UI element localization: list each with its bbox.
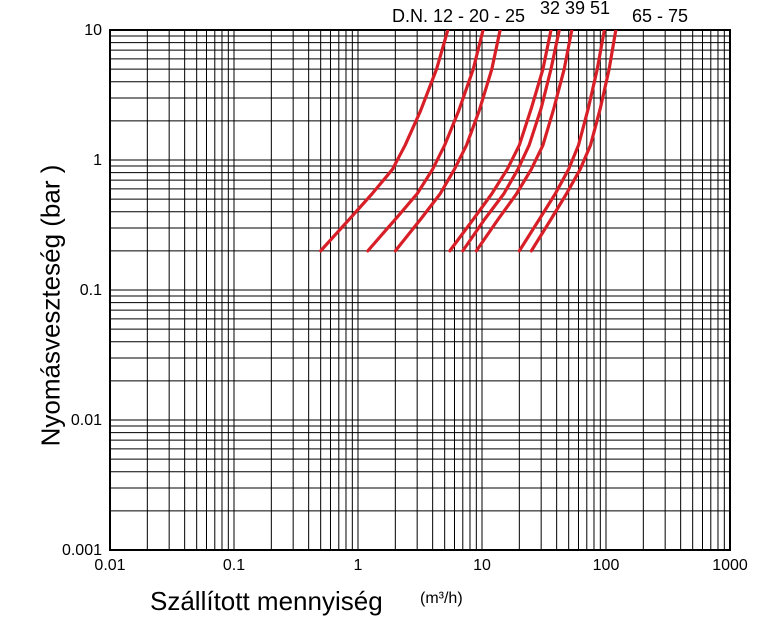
svg-text:0.01: 0.01 bbox=[94, 557, 125, 574]
svg-text:0.1: 0.1 bbox=[80, 282, 102, 299]
svg-text:1: 1 bbox=[354, 557, 363, 574]
plot-area: 0.0010.010.11100.010.11101001000 bbox=[0, 0, 762, 632]
svg-text:100: 100 bbox=[593, 557, 620, 574]
svg-text:0.1: 0.1 bbox=[223, 557, 245, 574]
svg-text:1000: 1000 bbox=[712, 557, 748, 574]
svg-text:10: 10 bbox=[473, 557, 491, 574]
svg-text:0.01: 0.01 bbox=[71, 412, 102, 429]
svg-text:10: 10 bbox=[84, 22, 102, 39]
svg-text:1: 1 bbox=[93, 152, 102, 169]
chart-container: Nyomásveszteség (bar ) D.N. 12 - 20 - 25… bbox=[0, 0, 762, 632]
